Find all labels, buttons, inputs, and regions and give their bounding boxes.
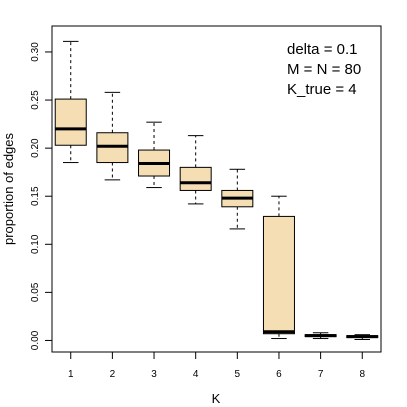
x-tick-label: 1 bbox=[68, 369, 74, 380]
iqr-box bbox=[179, 166, 212, 191]
iqr-box bbox=[54, 98, 87, 146]
x-tick-label: 5 bbox=[235, 369, 241, 380]
y-tick-label: 0.25 bbox=[30, 90, 41, 110]
annotation-delta: delta = 0.1 bbox=[287, 41, 357, 58]
box-4 bbox=[179, 135, 212, 205]
x-axis-label: K bbox=[212, 391, 221, 406]
y-tick-label: 0.20 bbox=[30, 138, 41, 158]
box-6 bbox=[262, 195, 295, 340]
annotation-k-true: K_true = 4 bbox=[287, 81, 357, 98]
box-5 bbox=[221, 168, 254, 230]
y-axis-label: proportion of edges bbox=[1, 132, 16, 245]
x-tick-label: 2 bbox=[110, 369, 116, 380]
y-tick-label: 0.30 bbox=[30, 42, 41, 62]
x-tick-label: 4 bbox=[193, 369, 199, 380]
box-group bbox=[54, 40, 379, 340]
y-tick-label: 0.05 bbox=[30, 282, 41, 302]
box-1 bbox=[54, 40, 87, 164]
x-tick-label: 7 bbox=[318, 369, 324, 380]
y-tick-label: 0.10 bbox=[30, 234, 41, 254]
annotation-m-n: M = N = 80 bbox=[287, 61, 361, 78]
y-tick-label: 0.15 bbox=[30, 186, 41, 206]
box-2 bbox=[96, 91, 129, 181]
y-tick-label: 0.00 bbox=[30, 330, 41, 350]
iqr-box bbox=[262, 215, 295, 335]
box-8 bbox=[346, 334, 379, 340]
box-7 bbox=[304, 332, 337, 340]
y-axis: 0.00 0.05 0.10 0.15 0.20 0.25 0.30 bbox=[30, 42, 53, 350]
x-axis: 1 2 3 4 5 6 7 8 bbox=[68, 351, 365, 380]
x-tick-label: 3 bbox=[151, 369, 157, 380]
x-tick-label: 6 bbox=[276, 369, 282, 380]
x-tick-label: 8 bbox=[359, 369, 365, 380]
box-3 bbox=[138, 121, 171, 189]
